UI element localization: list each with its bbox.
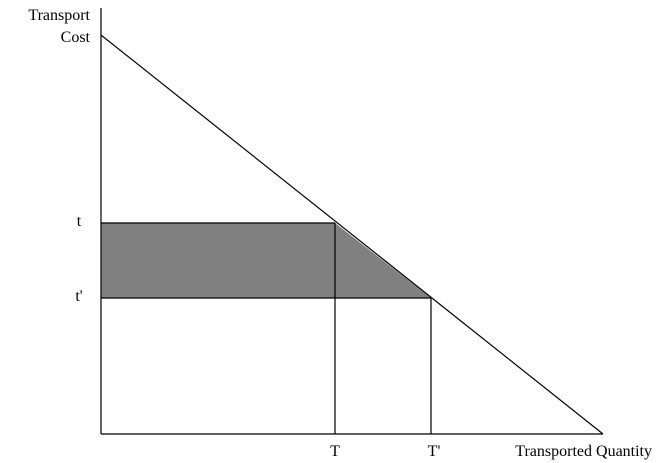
y-axis-label-line2: Cost	[61, 29, 91, 46]
y-axis-label-line1: Transport	[28, 7, 90, 24]
y-tick-t: t	[77, 213, 82, 230]
y-tick-t-prime: t'	[75, 288, 82, 305]
x-axis-label: Transported Quantity	[515, 443, 652, 460]
x-tick-T: T	[330, 443, 340, 460]
x-tick-T-prime: T'	[428, 443, 441, 460]
shaded-cost-area	[101, 223, 431, 298]
demand-line	[100, 34, 604, 435]
